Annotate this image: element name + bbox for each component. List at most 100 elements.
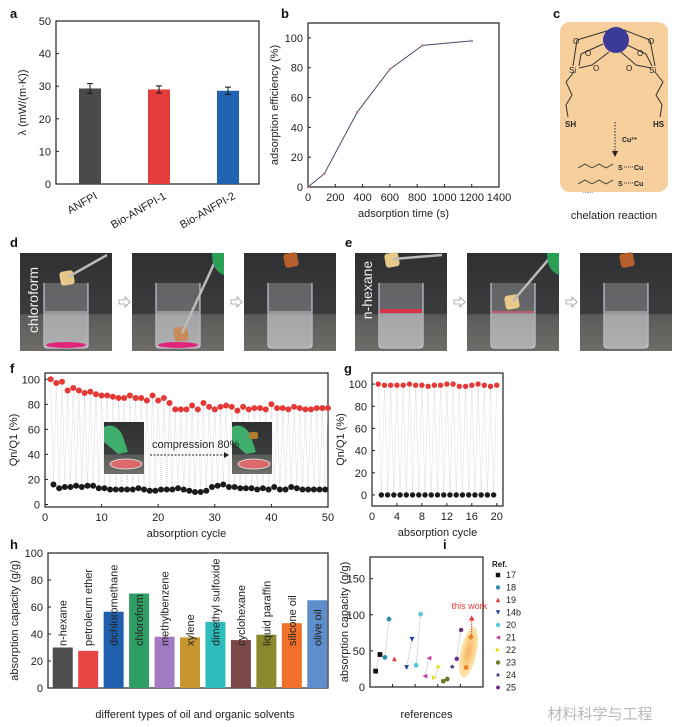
black-point bbox=[197, 488, 204, 495]
x-tick-label: 4 bbox=[394, 511, 400, 523]
legend-entry: 25 bbox=[506, 683, 516, 693]
red-point bbox=[75, 387, 82, 394]
y-axis-label: absorption capacity (g/g) bbox=[339, 562, 351, 682]
marker-triangle-left bbox=[426, 655, 432, 661]
range-connector bbox=[424, 658, 430, 677]
panel-label-d: d bbox=[10, 235, 18, 250]
black-point bbox=[490, 492, 497, 498]
black-point bbox=[265, 486, 272, 493]
red-point bbox=[183, 406, 190, 413]
red-point bbox=[177, 406, 184, 413]
black-point bbox=[282, 486, 289, 493]
y-tick-label: 100 bbox=[285, 33, 303, 45]
black-point bbox=[180, 486, 187, 493]
panel-label-e: e bbox=[345, 235, 352, 250]
y-tick-label: 20 bbox=[39, 114, 51, 126]
marker-triangle-left bbox=[495, 635, 501, 640]
range-connector bbox=[375, 654, 381, 672]
marker-circle bbox=[495, 660, 501, 665]
marker-circle bbox=[382, 654, 388, 660]
atom-o: O bbox=[585, 49, 591, 58]
bar bbox=[307, 600, 328, 688]
red-point bbox=[70, 385, 77, 392]
black-point bbox=[208, 483, 215, 490]
tweezers bbox=[180, 252, 221, 334]
beaker bbox=[378, 283, 424, 349]
black-point bbox=[293, 485, 300, 492]
copper-2: Cu bbox=[634, 181, 643, 188]
bar-category-label: liquid paraffin bbox=[261, 581, 273, 646]
black-point bbox=[254, 486, 261, 493]
plot-frame bbox=[371, 372, 504, 507]
photo-background bbox=[580, 253, 672, 351]
copper-ion: Cu²⁺ bbox=[622, 137, 638, 144]
legend-entry: 21 bbox=[506, 633, 516, 643]
bar-category-label: petroleum ether bbox=[83, 569, 95, 646]
red-point bbox=[494, 382, 500, 388]
black-point bbox=[186, 487, 193, 494]
black-point bbox=[316, 486, 323, 493]
tweezers bbox=[67, 253, 108, 279]
red-point bbox=[245, 406, 252, 413]
legend: Ref.17 18 19 14b 20 21 22 23 24 25 bbox=[492, 560, 521, 693]
experiment-photo bbox=[580, 252, 672, 351]
red-point bbox=[58, 378, 65, 385]
red-point bbox=[160, 395, 167, 402]
marker-hexagon bbox=[454, 656, 460, 661]
x-tick-label: 20 bbox=[491, 511, 503, 523]
red-point bbox=[223, 402, 230, 409]
y-tick-label: 40 bbox=[28, 449, 40, 461]
black-point bbox=[203, 487, 210, 494]
bar bbox=[154, 636, 175, 688]
x-tick-label: 1200 bbox=[459, 192, 483, 204]
black-point bbox=[95, 485, 102, 492]
error-bar bbox=[156, 85, 162, 94]
black-point bbox=[169, 486, 176, 493]
marker-hexagon bbox=[495, 685, 501, 690]
black-point bbox=[397, 492, 403, 498]
panel-label-c: c bbox=[553, 6, 560, 21]
x-tick-label: 10 bbox=[95, 512, 107, 524]
black-point bbox=[237, 485, 244, 492]
sponge bbox=[384, 252, 400, 268]
black-point bbox=[112, 486, 119, 493]
black-point bbox=[231, 483, 238, 490]
x-tick-label: 1000 bbox=[432, 192, 456, 204]
gloved-hand bbox=[547, 253, 559, 275]
this-work-highlight bbox=[459, 626, 479, 678]
y-tick-label: 60 bbox=[355, 423, 367, 435]
y-tick-label: 80 bbox=[291, 63, 303, 75]
bar bbox=[52, 647, 73, 688]
red-point bbox=[115, 395, 122, 402]
marker-hexagon bbox=[458, 627, 464, 633]
legend-title: Ref. bbox=[492, 560, 507, 569]
y-tick-label: 10 bbox=[39, 146, 51, 158]
bar-category-label: dimethyl sulfoxide bbox=[210, 559, 222, 646]
red-point bbox=[194, 406, 201, 413]
x-tick-label: 800 bbox=[408, 192, 426, 204]
sponge bbox=[619, 252, 635, 268]
sulfur-1: S bbox=[618, 165, 623, 172]
legend-entry: 14b bbox=[506, 608, 521, 618]
error-bar bbox=[225, 86, 231, 95]
x-tick-label: 30 bbox=[209, 512, 221, 524]
red-point bbox=[206, 403, 213, 410]
arrow-head-icon bbox=[224, 452, 229, 458]
bar bbox=[217, 90, 239, 184]
marker-circle bbox=[444, 676, 450, 682]
sponge bbox=[173, 326, 189, 342]
red-point bbox=[200, 400, 207, 407]
black-point bbox=[422, 492, 428, 498]
black-point bbox=[391, 492, 397, 498]
bar-category-label: xylene bbox=[185, 614, 197, 646]
red-point bbox=[240, 403, 247, 410]
red-point bbox=[228, 403, 235, 410]
dyed-n-hexane-layer bbox=[380, 309, 422, 313]
inset-photo bbox=[104, 422, 144, 474]
chart-a: 0 10 20 30 40 50 λ (mW/(m·K)) ANFPI Bio-ANFPI-1 B… bbox=[17, 16, 260, 231]
diagram-background bbox=[560, 22, 668, 192]
atom-o: O bbox=[593, 64, 599, 73]
gloved-hand bbox=[212, 253, 224, 275]
bar bbox=[230, 640, 251, 688]
